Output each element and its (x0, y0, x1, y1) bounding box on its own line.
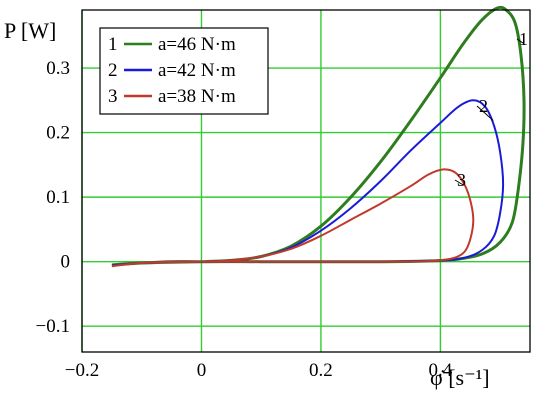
y-tick-label: 0 (61, 252, 71, 273)
legend-number-1: 1 (108, 34, 118, 55)
curve-label-1: 1 (519, 29, 528, 49)
x-tick-label: 0 (197, 360, 207, 381)
curve-labels: 1 2 3 (454, 29, 528, 190)
plot-border (81, 9, 531, 353)
y-tick-label: 0.3 (46, 58, 70, 79)
y-tick-label: −0.1 (36, 316, 70, 337)
curve-leader-3 (454, 179, 464, 186)
legend-entry-2: a=42 N·m (158, 60, 236, 81)
curve-leader-2 (476, 105, 494, 121)
x-axis-label: φ̇ [s⁻¹] (430, 365, 490, 390)
legend-entry-3: a=38 N·m (158, 86, 236, 107)
x-tick-label: −0.2 (65, 360, 99, 381)
y-axis-label: P [W] (4, 18, 56, 43)
curve-leader-1 (516, 38, 524, 44)
legend-number-3: 3 (108, 86, 118, 107)
y-tick-label: 0.1 (46, 187, 70, 208)
curve-label-2: 2 (479, 96, 488, 116)
x-tick-label: 0.2 (309, 360, 333, 381)
series-layer (111, 5, 526, 268)
series-3-line (111, 168, 475, 268)
tick-labels: −0.2 0 0.2 0.4 −0.1 0 0.1 0.2 0.3 (36, 58, 453, 381)
y-tick-label: 0.2 (46, 123, 70, 144)
legend: 1 a=46 N·m 2 a=42 N·m 3 a=38 N·m (99, 27, 269, 115)
x-axis-label-text: φ̇ [s⁻¹] (430, 365, 490, 390)
legend-entry-1: a=46 N·m (158, 34, 236, 55)
curve-label-3: 3 (457, 170, 466, 190)
legend-number-2: 2 (108, 60, 118, 81)
x-tick-label: 0.4 (429, 360, 453, 381)
